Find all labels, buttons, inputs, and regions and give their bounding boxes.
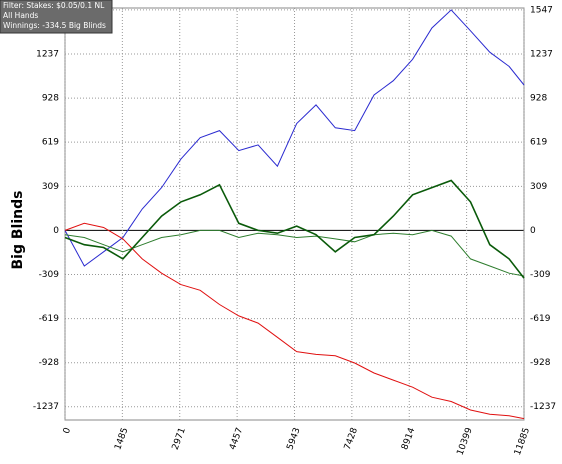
- series-line: [64, 222, 525, 420]
- series-line: [64, 179, 525, 279]
- y-tick-label: 0: [53, 226, 59, 236]
- y-tick-label-right: 1547: [530, 5, 553, 15]
- y-tick-label-right: -619: [530, 314, 551, 324]
- y-tick-label: 619: [42, 138, 59, 148]
- y-tick-label: 1237: [36, 50, 59, 60]
- filter-text: Filter: Stakes: $0.05/0.1 NL: [3, 1, 105, 10]
- series-line: [64, 229, 525, 277]
- y-tick-label-right: 0: [530, 226, 536, 236]
- y-tick-label: -1237: [33, 402, 59, 412]
- y-tick-label: 309: [42, 182, 59, 192]
- filter-box-bg: [0, 0, 113, 34]
- y-tick-label: -619: [39, 314, 60, 324]
- filter-text: Winnings: -334.5 Big Blinds: [3, 21, 106, 30]
- y-tick-label-right: 309: [530, 182, 547, 192]
- y-tick-label: -928: [39, 358, 60, 368]
- y-tick-label-right: -928: [530, 358, 551, 368]
- series-line: [64, 9, 525, 267]
- y-tick-label-right: -1237: [530, 402, 556, 412]
- y-tick-label-right: 928: [530, 94, 547, 104]
- y-tick-label: 928: [42, 94, 59, 104]
- y-axis-title: Big Blinds: [10, 191, 26, 270]
- y-tick-label-right: -309: [530, 270, 551, 280]
- filter-text: All Hands: [3, 11, 38, 20]
- y-tick-label-right: 1237: [530, 50, 553, 60]
- y-tick-label-right: 619: [530, 138, 547, 148]
- x-tick-label: 0: [62, 426, 73, 435]
- y-tick-label: -309: [39, 270, 60, 280]
